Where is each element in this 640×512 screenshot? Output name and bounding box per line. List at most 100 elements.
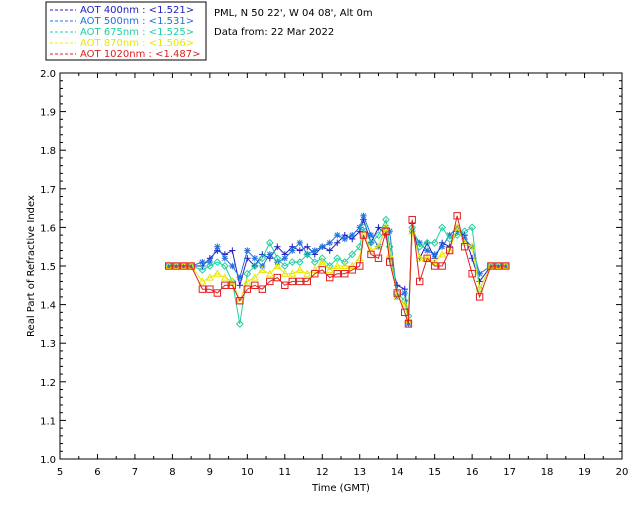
data-point [250,262,259,270]
data-point [438,262,446,270]
data-point [382,227,390,235]
data-point [348,261,357,270]
ast-d2 [424,247,430,254]
x-tick-label: 8 [169,467,175,478]
data-point [198,265,207,274]
data-point [423,254,432,262]
ast-d2 [327,240,333,246]
data-point [274,243,281,250]
data-point [386,258,394,266]
data-point [423,254,431,262]
ast-d2 [267,251,273,258]
data-point [164,262,173,270]
data-point [288,258,297,267]
data-point [198,285,207,293]
ast-d2 [222,255,228,262]
x-tick-label: 16 [466,467,479,478]
data-point [228,277,237,285]
data-point [311,247,318,254]
data-point [438,223,447,232]
legend-entry: AOT 400nm : <1.521> [80,5,194,16]
data-point [220,273,229,281]
data-point [273,261,282,270]
data-point [310,258,319,267]
data-point [296,277,304,286]
data-point [334,239,341,247]
data-point [229,262,236,270]
x-tick-label: 17 [503,467,516,478]
data-point [326,247,333,254]
data-point [400,308,409,317]
data-point [367,231,375,239]
data-point [213,269,222,277]
x-tick-label: 10 [241,467,254,478]
data-point [374,242,383,250]
data-point [213,289,222,297]
data-point [381,223,391,231]
data-point [295,265,304,273]
series-5 [164,212,510,328]
chart-title: PML, N 50 22', W 04 08', Alt 0m [214,8,373,19]
ast-d2 [297,240,303,246]
data-point [408,215,416,224]
data-point [367,250,375,259]
data-point [179,262,188,270]
data-point [334,231,341,239]
data-point [205,262,214,270]
ast-d2 [244,247,251,254]
data-point [400,300,409,308]
data-point [430,257,439,266]
data-point [476,278,483,285]
ast-d2 [282,255,288,262]
data-point [243,269,252,278]
data-point [401,289,408,297]
x-tick-label: 19 [578,467,591,478]
data-point [326,239,333,247]
ast-d2 [349,232,355,238]
data-point [445,246,454,255]
data-point [475,285,484,294]
data-point [251,255,259,262]
series-layer [164,212,510,328]
data-point [374,254,383,262]
data-point [303,269,312,277]
data-point [502,262,510,270]
data-point [415,242,424,251]
data-point [318,257,327,266]
ast-d2 [312,247,318,254]
data-point [311,270,319,278]
data-point [438,250,447,258]
y-tick-label: 2.0 [40,69,56,80]
legend-entry: AOT 500nm : <1.531> [80,16,194,27]
chart-subtitle: Data from: 22 Mar 2022 [214,27,334,38]
data-point [348,250,357,259]
data-point [220,262,229,270]
legend-entry: AOT 870nm : <1.506> [80,38,194,49]
y-tick-label: 1.6 [40,223,56,234]
data-point [385,250,394,258]
data-point [265,269,274,277]
x-tick-label: 6 [94,467,100,478]
x-tick-label: 7 [132,467,138,478]
data-point [214,243,221,250]
x-tick-label: 20 [616,467,629,478]
data-point [341,235,348,243]
data-point [310,265,319,273]
x-axis: 5 6 7 8 9 10 11 12 13 14 15 16 17 18 19 20 [57,73,629,478]
data-point [243,277,252,285]
legend-entry: AOT 1020nm : <1.487> [80,49,200,60]
y-tick-label: 1.5 [40,262,56,273]
data-point [356,262,364,270]
series-line [168,225,506,321]
data-point [319,243,326,250]
data-point [475,293,484,301]
y-tick-label: 1.9 [40,108,56,119]
data-point [340,258,349,267]
data-point [423,247,431,254]
ast-d2 [252,255,258,262]
data-point [349,231,356,239]
data-point [375,224,382,231]
data-point [205,273,214,281]
data-point [243,285,252,293]
